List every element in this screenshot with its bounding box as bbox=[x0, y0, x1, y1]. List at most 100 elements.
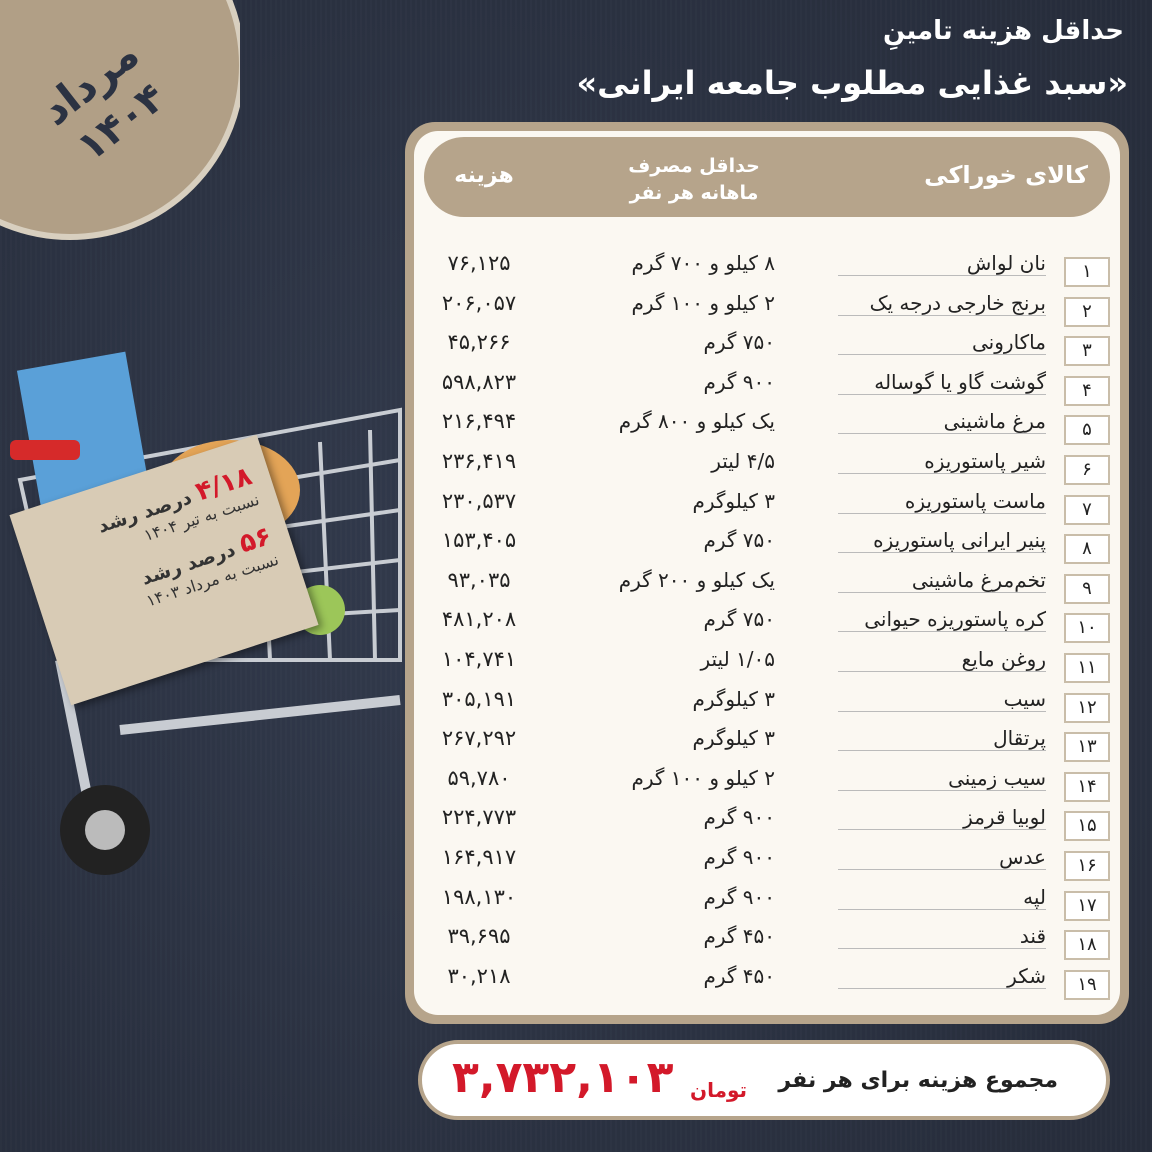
row-number: ۵ bbox=[1064, 415, 1110, 446]
row-number: ۱۷ bbox=[1064, 890, 1110, 921]
row-divider bbox=[838, 275, 1046, 276]
total-unit: تومان bbox=[690, 1078, 748, 1102]
row-number: ۱۶ bbox=[1064, 851, 1110, 881]
table-row: ۷ ماست پاستوریزه ۳ کیلوگرم ۲۳۰,۵۳۷ bbox=[414, 488, 1120, 525]
row-number: ۱۲ bbox=[1064, 692, 1110, 723]
row-amount: ۴۵۰ گرم bbox=[703, 963, 775, 988]
row-number: ۷ bbox=[1064, 494, 1110, 525]
row-item-name: لپه bbox=[1019, 884, 1046, 909]
total-label: مجموع هزینه برای هر نفر bbox=[778, 1068, 1058, 1093]
table-row: ۱۵ لوبیا قرمز ۹۰۰ گرم ۲۲۴,۷۷۳ bbox=[414, 805, 1120, 842]
table-row: ۱۰ کره پاستوریزه حیوانی ۷۵۰ گرم ۴۸۱,۲۰۸ bbox=[414, 607, 1120, 644]
row-cost: ۱۶۴,۹۱۷ bbox=[441, 845, 517, 869]
title-line2: «سبد غذایی مطلوب جامعه ایرانی» bbox=[576, 64, 1129, 102]
row-amount: ۸ کیلو و ۷۰۰ گرم bbox=[631, 251, 775, 275]
row-amount: ۳ کیلوگرم bbox=[692, 488, 775, 513]
row-amount: ۲ کیلو و ۱۰۰ گرم bbox=[631, 765, 775, 790]
row-divider bbox=[838, 908, 1046, 910]
row-item-name: لوبیا قرمز bbox=[959, 805, 1046, 830]
table-row: ۱۳ پرتقال ۳ کیلوگرم ۲۶۷,۲۹۲ bbox=[414, 726, 1120, 763]
row-divider bbox=[838, 671, 1046, 672]
row-cost: ۲۶۷,۲۹۲ bbox=[441, 726, 517, 751]
row-amount: ۹۰۰ گرم bbox=[703, 845, 775, 869]
row-divider bbox=[838, 393, 1046, 395]
row-amount: ۹۰۰ گرم bbox=[703, 369, 775, 394]
title-line1: حداقل هزینه تامینِ bbox=[883, 16, 1124, 46]
row-number: ۹ bbox=[1064, 573, 1110, 604]
row-number: ۱۳ bbox=[1064, 732, 1110, 763]
row-number: ۱۸ bbox=[1064, 930, 1110, 961]
row-divider bbox=[838, 354, 1046, 356]
row-cost: ۹۳,۰۳۵ bbox=[447, 567, 511, 592]
row-number: ۴ bbox=[1064, 375, 1110, 406]
total-bar: مجموع هزینه برای هر نفر تومان ۳,۷۳۲,۱۰۳ bbox=[418, 1040, 1110, 1120]
row-amount: یک کیلو و ۸۰۰ گرم bbox=[618, 409, 775, 434]
row-cost: ۲۳۶,۴۱۹ bbox=[441, 449, 517, 473]
row-number: ۱۵ bbox=[1064, 811, 1110, 842]
row-cost: ۲۲۴,۷۷۳ bbox=[441, 805, 517, 830]
table-row: ۲ برنج خارجی درجه یک ۲ کیلو و ۱۰۰ گرم ۲۰… bbox=[414, 290, 1120, 327]
row-cost: ۲۱۶,۴۹۴ bbox=[441, 409, 517, 434]
row-item-name: شیر پاستوریزه bbox=[920, 449, 1046, 473]
row-amount: ۳ کیلوگرم bbox=[692, 726, 775, 751]
table-row: ۹ تخم‌مرغ ماشینی یک کیلو و ۲۰۰ گرم ۹۳,۰۳… bbox=[414, 567, 1120, 604]
table-row: ۱۸ قند ۴۵۰ گرم ۳۹,۶۹۵ bbox=[414, 924, 1120, 961]
table-row: ۱۱ روغن مایع ۱/۰۵ لیتر ۱۰۴,۷۴۱ bbox=[414, 647, 1120, 683]
row-cost: ۱۹۸,۱۳۰ bbox=[441, 884, 517, 909]
row-divider bbox=[838, 473, 1046, 474]
table-row: ۶ شیر پاستوریزه ۴/۵ لیتر ۲۳۶,۴۱۹ bbox=[414, 449, 1120, 485]
table-row: ۱۹ شکر ۴۵۰ گرم ۳۰,۲۱۸ bbox=[414, 963, 1120, 1000]
row-cost: ۳۰,۲۱۸ bbox=[447, 963, 511, 988]
row-item-name: قند bbox=[1015, 924, 1046, 949]
date-badge bbox=[0, 0, 240, 240]
row-divider bbox=[838, 710, 1046, 712]
row-divider bbox=[838, 512, 1046, 514]
table-row: ۳ ماکارونی ۷۵۰ گرم ۴۵,۲۶۶ bbox=[414, 330, 1120, 367]
row-cost: ۷۶,۱۲۵ bbox=[447, 251, 511, 275]
table-row: ۱۶ عدس ۹۰۰ گرم ۱۶۴,۹۱۷ bbox=[414, 845, 1120, 881]
row-divider bbox=[838, 552, 1046, 554]
row-item-name: نان لواش bbox=[962, 251, 1046, 275]
row-item-name: برنج خارجی درجه یک bbox=[865, 290, 1046, 315]
row-cost: ۴۸۱,۲۰۸ bbox=[441, 607, 517, 632]
table-row: ۱۲ سیب ۳ کیلوگرم ۳۰۵,۱۹۱ bbox=[414, 686, 1120, 723]
table-row: ۱ نان لواش ۸ کیلو و ۷۰۰ گرم ۷۶,۱۲۵ bbox=[414, 251, 1120, 287]
row-item-name: گوشت گاو یا گوساله bbox=[870, 369, 1046, 394]
row-item-name: کره پاستوریزه حیوانی bbox=[860, 607, 1046, 632]
row-item-name: مرغ ماشینی bbox=[939, 409, 1046, 434]
table-row: ۵ مرغ ماشینی یک کیلو و ۸۰۰ گرم ۲۱۶,۴۹۴ bbox=[414, 409, 1120, 446]
row-divider bbox=[838, 987, 1046, 989]
row-number: ۱۹ bbox=[1064, 969, 1110, 1000]
table-header: کالای خوراکی حداقل مصرف ماهانه هر نفر هز… bbox=[424, 137, 1110, 217]
row-divider bbox=[838, 433, 1046, 435]
row-number: ۱ bbox=[1064, 257, 1110, 287]
row-divider bbox=[838, 829, 1046, 831]
table-row: ۴ گوشت گاو یا گوساله ۹۰۰ گرم ۵۹۸,۸۲۳ bbox=[414, 369, 1120, 406]
row-divider bbox=[838, 631, 1046, 633]
row-cost: ۲۳۰,۵۳۷ bbox=[441, 488, 517, 513]
table-row: ۸ پنیر ایرانی پاستوریزه ۷۵۰ گرم ۱۵۳,۴۰۵ bbox=[414, 528, 1120, 565]
total-value: ۳,۷۳۲,۱۰۳ bbox=[452, 1052, 674, 1103]
row-number: ۱۴ bbox=[1064, 771, 1110, 802]
row-cost: ۲۰۶,۰۵۷ bbox=[441, 290, 517, 315]
row-amount: ۴۵۰ گرم bbox=[703, 924, 775, 949]
row-divider bbox=[838, 750, 1046, 752]
row-item-name: پنیر ایرانی پاستوریزه bbox=[869, 528, 1046, 553]
header-amount: حداقل مصرف ماهانه هر نفر bbox=[628, 155, 760, 204]
row-item-name: پرتقال bbox=[989, 726, 1046, 751]
row-amount: ۴/۵ لیتر bbox=[711, 449, 775, 473]
row-amount: ۷۵۰ گرم bbox=[703, 330, 775, 355]
row-amount: یک کیلو و ۲۰۰ گرم bbox=[618, 567, 775, 592]
row-divider bbox=[838, 789, 1046, 791]
row-amount: ۷۵۰ گرم bbox=[703, 607, 775, 632]
row-cost: ۳۹,۶۹۵ bbox=[447, 924, 511, 949]
row-divider bbox=[838, 869, 1046, 870]
row-cost: ۳۰۵,۱۹۱ bbox=[441, 686, 517, 711]
row-item-name: تخم‌مرغ ماشینی bbox=[907, 567, 1046, 592]
row-number: ۸ bbox=[1064, 534, 1110, 565]
row-cost: ۱۰۴,۷۴۱ bbox=[441, 647, 517, 671]
row-number: ۶ bbox=[1064, 455, 1110, 485]
header-item: کالای خوراکی bbox=[924, 161, 1088, 189]
row-item-name: روغن مایع bbox=[957, 647, 1046, 671]
row-amount: ۷۵۰ گرم bbox=[703, 528, 775, 553]
